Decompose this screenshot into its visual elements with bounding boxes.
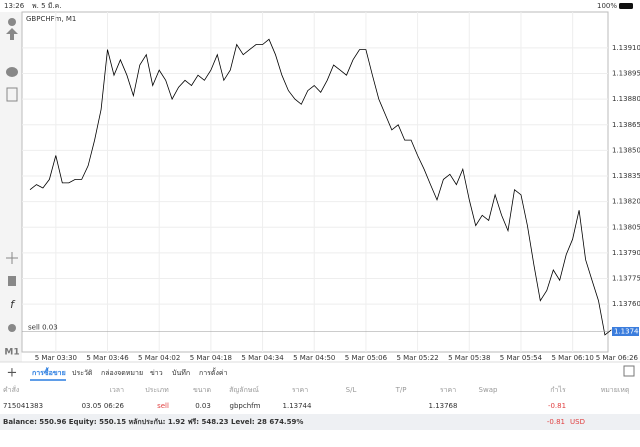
- account-icon[interactable]: [8, 18, 16, 26]
- table-cell: gbpchfm: [230, 402, 261, 410]
- status-battery: 100%: [597, 2, 617, 10]
- y-tick-label: 1.13805: [612, 223, 640, 231]
- x-tick-label: 5 Mar 05:38: [448, 354, 490, 362]
- price-tag: 1.13744: [614, 327, 640, 335]
- x-tick-label: 5 Mar 06:10: [551, 354, 593, 362]
- y-tick-label: 1.13865: [612, 121, 640, 129]
- tab[interactable]: กล่องจดหมาย: [101, 369, 143, 377]
- add-icon[interactable]: [6, 87, 18, 102]
- y-tick-label: 1.13910: [612, 44, 640, 52]
- order-line-label: sell 0.03: [28, 323, 58, 331]
- y-tick-label: 1.13850: [612, 146, 640, 154]
- x-tick-label: 5 Mar 05:22: [396, 354, 438, 362]
- table-header: ราคา: [440, 386, 456, 394]
- price-line: [29, 38, 612, 336]
- x-tick-label: 5 Mar 03:46: [86, 354, 129, 362]
- table-cell: 03.05 06:26: [82, 402, 125, 410]
- crosshair-icon[interactable]: [6, 252, 18, 264]
- y-tick-label: 1.13880: [612, 95, 640, 103]
- table-cell: sell: [157, 402, 169, 410]
- table-header: เวลา: [109, 386, 124, 394]
- candles-icon[interactable]: [8, 276, 16, 286]
- table-header: ราคา: [292, 386, 308, 394]
- x-tick-label: 5 Mar 05:54: [500, 354, 543, 362]
- status-date: พ. 5 มี.ค.: [32, 2, 62, 10]
- indicator-icon[interactable]: f: [10, 298, 16, 311]
- tab[interactable]: ข่าว: [150, 369, 163, 377]
- y-tick-label: 1.13895: [612, 70, 640, 78]
- table-cell: 715041383: [3, 402, 43, 410]
- x-tick-label: 5 Mar 06:26: [596, 354, 639, 362]
- table-header: ขนาด: [193, 386, 211, 394]
- tab[interactable]: บันทึก: [172, 368, 190, 377]
- table-header: Swap: [479, 386, 498, 394]
- price-tag-box: [612, 326, 639, 336]
- new-order-button[interactable]: +: [7, 366, 18, 381]
- table-header: ประเภท: [145, 386, 169, 394]
- x-tick-label: 5 Mar 05:06: [345, 354, 388, 362]
- x-tick-label: 5 Mar 04:34: [241, 354, 284, 362]
- timeframe[interactable]: M1: [4, 348, 19, 358]
- y-tick-label: 1.13835: [612, 172, 640, 180]
- table-cell: 1.13744: [283, 402, 312, 410]
- footer-band: [0, 414, 640, 430]
- table-cell: 0.03: [195, 402, 211, 410]
- plot-frame: [21, 11, 609, 353]
- table-header: หมายเหตุ: [601, 386, 630, 394]
- table-header: กำไร: [550, 385, 566, 394]
- table-header: S/L: [346, 386, 357, 394]
- x-tick-label: 5 Mar 04:02: [138, 354, 180, 362]
- battery-icon: [619, 3, 633, 9]
- y-tick-label: 1.13760: [612, 300, 640, 308]
- x-tick-label: 5 Mar 03:30: [35, 354, 77, 362]
- status-time: 13:26: [4, 2, 25, 10]
- y-tick-label: 1.13790: [612, 249, 640, 257]
- objects-icon[interactable]: [8, 324, 16, 332]
- trade-icon[interactable]: [6, 28, 18, 40]
- table-cell: 1.13768: [429, 402, 458, 410]
- account-summary: Balance: 550.96 Equity: 550.15 หลักประกั…: [3, 418, 303, 426]
- chat-icon[interactable]: [6, 67, 18, 77]
- tab[interactable]: การซื้อขาย: [32, 366, 66, 377]
- tab[interactable]: การตั้งค่า: [199, 366, 228, 377]
- layout-icon[interactable]: [623, 365, 635, 377]
- table-header: สัญลักษณ์: [229, 386, 259, 394]
- chart-title: GBPCHFm, M1: [26, 15, 76, 23]
- table-header: T/P: [395, 386, 407, 394]
- currency: USD: [570, 418, 585, 426]
- table-header: คำสั่ง: [3, 385, 19, 394]
- total-profit: -0.81: [547, 418, 565, 426]
- y-tick-label: 1.13820: [612, 198, 640, 206]
- x-tick-label: 5 Mar 04:50: [293, 354, 335, 362]
- y-tick-label: 1.13775: [612, 275, 640, 283]
- tab[interactable]: ประวัติ: [72, 369, 93, 377]
- table-cell: -0.81: [548, 402, 566, 410]
- x-tick-label: 5 Mar 04:18: [190, 354, 232, 362]
